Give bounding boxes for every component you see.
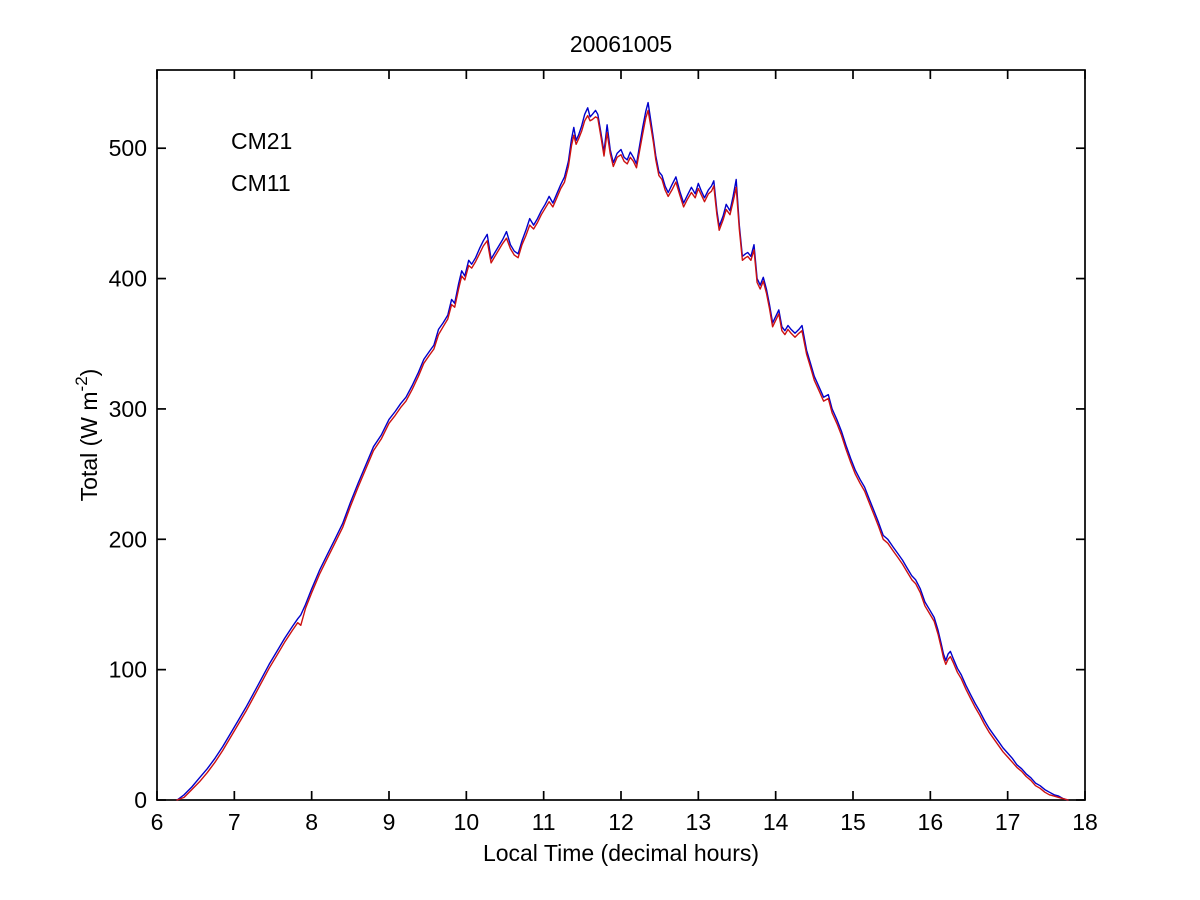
y-tick-label: 0 (134, 787, 147, 813)
x-axis-tick-labels: 6 7 8 9 10 11 12 13 14 15 16 17 18 (151, 809, 1098, 835)
plot-area (156, 69, 1086, 801)
y-axis-tick-labels: 0 100 200 300 400 500 (109, 135, 147, 813)
x-tick-label: 8 (305, 809, 318, 835)
x-tick-label: 18 (1072, 809, 1098, 835)
data-series (176, 101, 1069, 801)
x-tick-label: 14 (763, 809, 789, 835)
cm21-line (176, 101, 1069, 801)
x-axis-title: Local Time (decimal hours) (483, 840, 759, 866)
x-tick-label: 16 (918, 809, 944, 835)
x-tick-label: 12 (608, 809, 634, 835)
y-tick-label: 200 (109, 526, 147, 552)
x-tick-label: 7 (228, 809, 241, 835)
x-tick-label: 10 (454, 809, 480, 835)
x-tick-label: 13 (686, 809, 712, 835)
cm11-line (176, 109, 1069, 801)
chart-title: 20061005 (570, 31, 672, 57)
legend-label-cm21: CM21 (231, 128, 292, 154)
legend-label-cm11: CM11 (231, 170, 291, 196)
x-tick-label: 9 (383, 809, 396, 835)
y-axis-title: Total (W m-2) (72, 369, 102, 502)
axis-ticks (156, 70, 1086, 801)
x-tick-label: 11 (532, 809, 556, 835)
y-tick-label: 300 (109, 396, 147, 422)
y-tick-label: 400 (109, 266, 147, 292)
x-tick-label: 15 (840, 809, 866, 835)
y-tick-label: 100 (109, 657, 147, 683)
y-tick-label: 500 (109, 135, 147, 161)
x-tick-label: 6 (151, 809, 164, 835)
x-tick-label: 17 (995, 809, 1021, 835)
